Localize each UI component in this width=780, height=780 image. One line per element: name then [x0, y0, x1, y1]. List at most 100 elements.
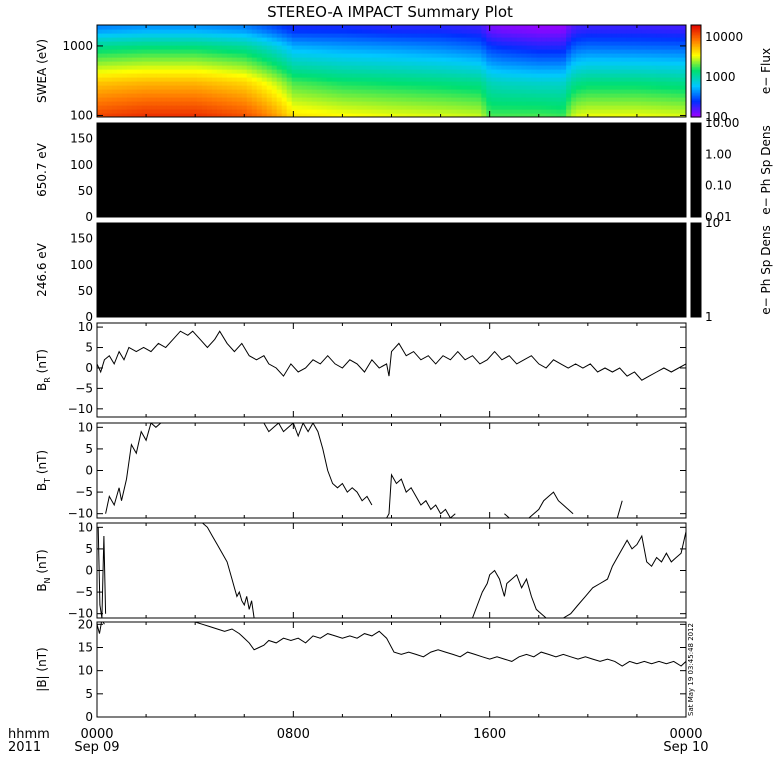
swea-cell	[186, 61, 193, 66]
swea-cell	[331, 33, 338, 38]
swea-cell	[421, 113, 428, 117]
swea-cell	[266, 105, 273, 110]
swea-cell	[581, 57, 587, 62]
swea-cell	[351, 65, 358, 70]
swea-cell	[306, 61, 313, 66]
swea-cell	[606, 25, 612, 30]
swea-cell	[361, 85, 368, 90]
swea-cell	[506, 53, 512, 58]
swea-cell	[606, 77, 612, 82]
swea-cell	[376, 69, 383, 74]
swea-cell	[97, 105, 103, 110]
swea-cell	[621, 65, 627, 70]
swea-cell	[611, 61, 617, 66]
swea-cell	[636, 73, 642, 78]
swea-cell	[191, 57, 198, 62]
swea-cell	[236, 85, 243, 90]
swea-cell	[226, 29, 233, 34]
swea-cell	[181, 41, 188, 46]
swea-cell	[361, 57, 368, 62]
swea-cell	[581, 61, 587, 66]
swea-cell	[161, 85, 168, 90]
swea-cell	[256, 41, 263, 46]
swea-cell	[406, 25, 413, 30]
swea-cell	[591, 93, 597, 98]
swea-colorbar-cell	[691, 48, 701, 51]
swea-cell	[291, 41, 298, 46]
swea-cell	[446, 101, 452, 106]
swea-cell	[576, 45, 582, 50]
swea-cell	[101, 25, 108, 30]
swea-cell	[291, 25, 298, 30]
swea-cell	[331, 81, 338, 86]
swea-cell	[646, 29, 652, 34]
swea-cell	[586, 33, 592, 38]
swea-cell	[681, 101, 686, 106]
swea-cell	[456, 49, 462, 54]
swea-cell	[646, 93, 652, 98]
swea-cell	[506, 109, 512, 114]
swea-cell	[436, 29, 443, 34]
swea-cell	[311, 45, 318, 50]
swea-cell	[221, 45, 228, 50]
swea-cell	[431, 93, 438, 98]
swea-cell	[546, 113, 552, 117]
swea-cell	[566, 113, 572, 117]
swea-cell	[576, 89, 582, 94]
swea-cell	[581, 109, 587, 114]
swea-cell	[336, 97, 343, 102]
swea-cell	[216, 77, 223, 82]
swea-cell	[101, 33, 108, 38]
swea-cell	[366, 93, 373, 98]
swea-cell	[186, 89, 193, 94]
swea-cell	[121, 45, 128, 50]
swea-cell	[191, 33, 198, 38]
swea-cell	[556, 89, 562, 94]
swea-cell	[151, 45, 158, 50]
swea-cell	[501, 73, 507, 78]
swea-cell	[101, 45, 108, 50]
swea-cell	[371, 61, 378, 66]
swea-cell	[126, 69, 133, 74]
swea-cell	[606, 45, 612, 50]
swea-cell	[226, 41, 233, 46]
swea-cell	[426, 113, 433, 117]
swea-cell	[196, 81, 203, 86]
swea-cell	[191, 25, 198, 30]
swea-cell	[401, 73, 408, 78]
swea-cell	[536, 97, 542, 102]
swea-cell	[201, 81, 208, 86]
swea-cell	[386, 49, 393, 54]
swea-cell	[416, 49, 423, 54]
swea-cell	[381, 45, 388, 50]
swea-cell	[441, 89, 448, 94]
swea-cell	[616, 37, 622, 42]
timestamp-stamp: Sat May 19 03:45:48 2012	[687, 623, 695, 716]
swea-cell	[271, 45, 278, 50]
swea-cell	[97, 89, 103, 94]
swea-cell	[521, 33, 527, 38]
bt-frame	[96, 422, 687, 519]
swea-cell	[406, 37, 413, 42]
swea-cell	[346, 33, 353, 38]
br-frame	[96, 322, 687, 418]
swea-colorbar-cell	[691, 107, 701, 110]
swea-cell	[306, 113, 313, 117]
swea-cell	[646, 77, 652, 82]
swea-cell	[231, 89, 238, 94]
swea-cell	[326, 77, 333, 82]
swea-cell	[371, 89, 378, 94]
swea-cell	[566, 57, 572, 62]
swea-cell	[616, 97, 622, 102]
swea-cell	[561, 57, 567, 62]
swea-cell	[306, 73, 313, 78]
swea-cell	[97, 45, 103, 50]
swea-cell	[246, 93, 253, 98]
swea-cell	[171, 89, 178, 94]
swea-cell	[266, 49, 273, 54]
swea-cell	[386, 93, 393, 98]
swea-cell	[251, 25, 258, 30]
swea-cell	[346, 109, 353, 114]
pad246-ytick-label: 0	[85, 310, 93, 324]
swea-cell	[241, 109, 248, 114]
